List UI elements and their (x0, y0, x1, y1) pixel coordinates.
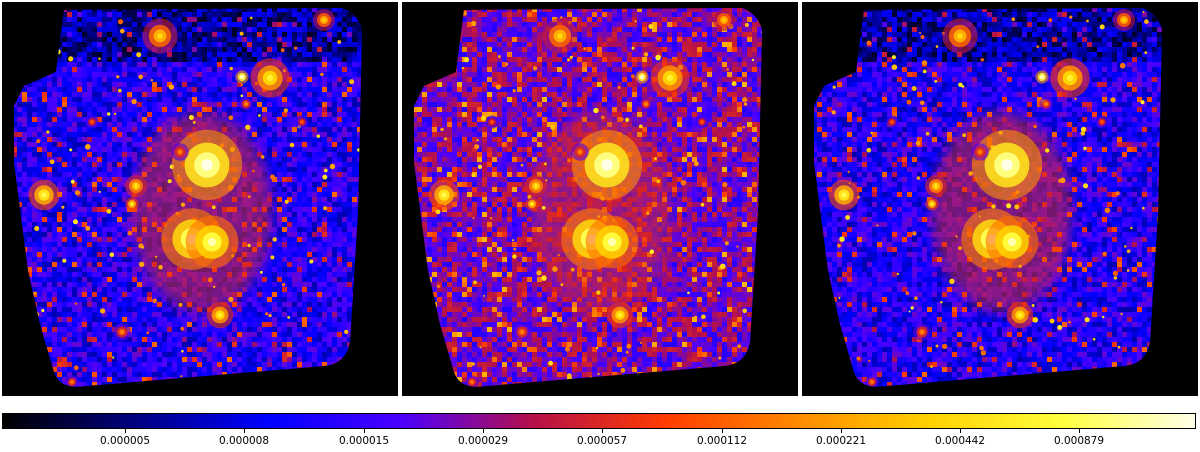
colorbar-tick-label: 0.000221 (815, 435, 867, 447)
colorbar-tick (1079, 429, 1080, 433)
colorbar-tick-label: 0.000029 (457, 435, 509, 447)
colorbar-tick (960, 429, 961, 433)
colorbar-tick (483, 429, 484, 433)
colorbar (2, 413, 1196, 429)
colorbar-tick (364, 429, 365, 433)
sky-image-left (14, 8, 362, 387)
colorbar-tick (841, 429, 842, 433)
colorbar-tick (125, 429, 126, 433)
colorbar-tick (722, 429, 723, 433)
colorbar-tick-label: 0.000442 (934, 435, 986, 447)
colorbar-ticks: 0.000005 0.000008 0.000015 0.000029 0.00… (2, 429, 1196, 451)
sky-image-right (814, 8, 1162, 387)
colorbar-tick-label: 0.000005 (99, 435, 151, 447)
sky-footprint (14, 8, 362, 387)
colorbar-tick-label: 0.000057 (576, 435, 628, 447)
colorbar-tick (244, 429, 245, 433)
sky-image-middle (414, 8, 762, 387)
image-panel-right (802, 2, 1198, 396)
colorbar-tick (602, 429, 603, 433)
image-panel-middle (402, 2, 798, 396)
sky-footprint (814, 8, 1162, 387)
image-panel-left (2, 2, 398, 396)
colorbar-tick-label: 0.000112 (696, 435, 748, 447)
colorbar-tick-label: 0.000879 (1053, 435, 1105, 447)
colorbar-tick-label: 0.000015 (338, 435, 390, 447)
colorbar-tick-label: 0.000008 (218, 435, 270, 447)
sky-footprint (414, 8, 762, 387)
